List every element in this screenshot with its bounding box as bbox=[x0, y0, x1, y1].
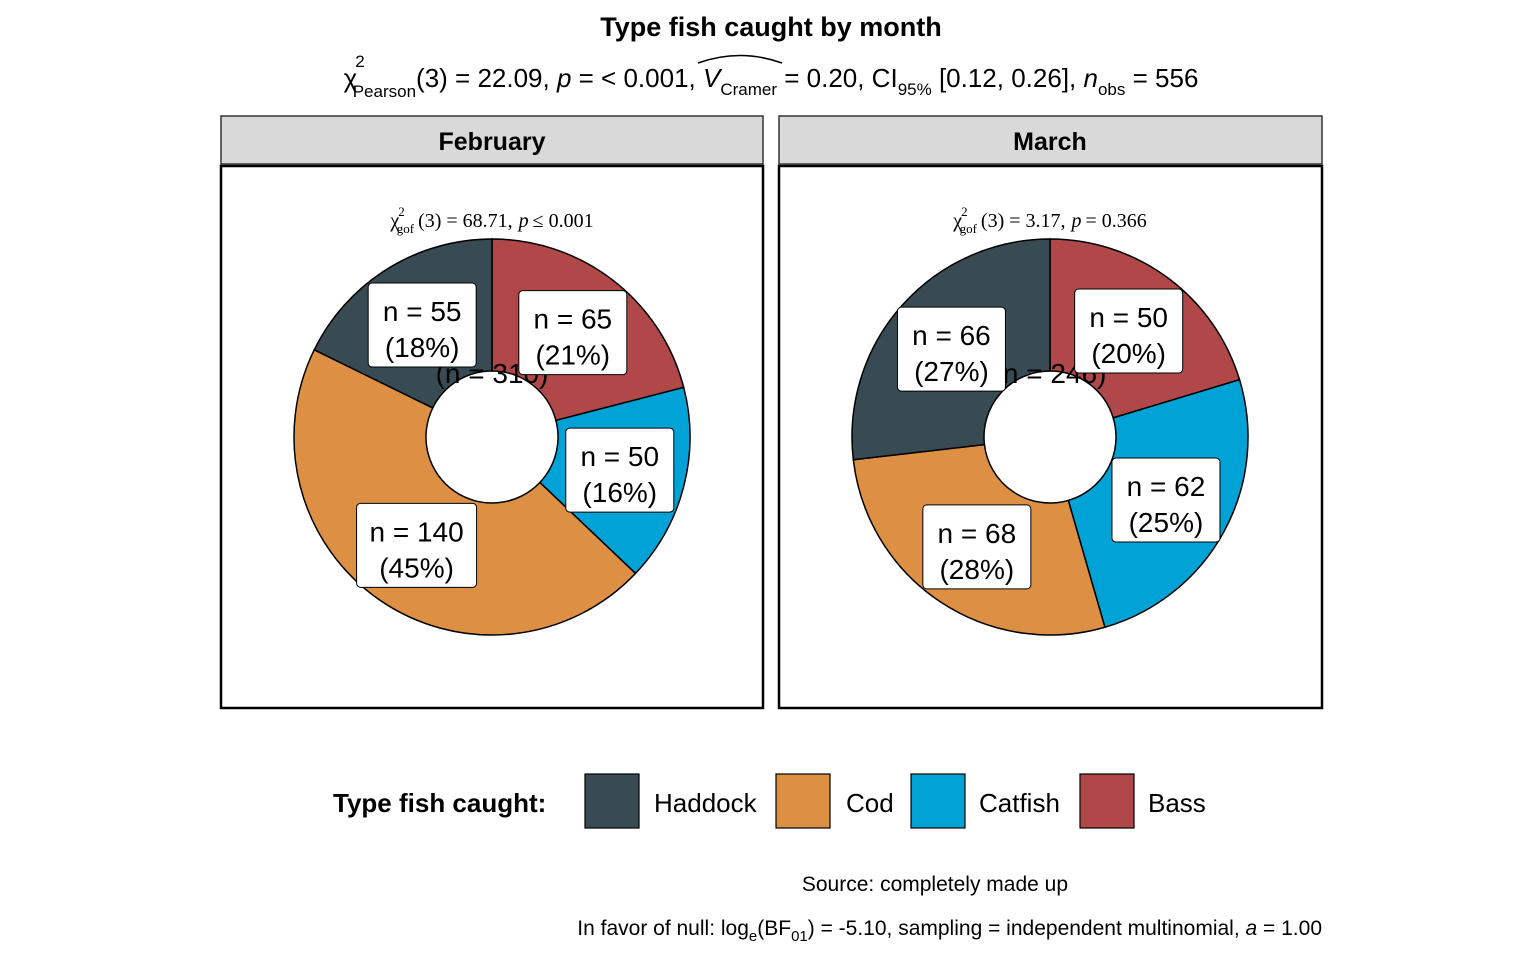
slice-labels-february: n = 65 (21%) n = 50 (16%) n = 140 (45%) n = 55… bbox=[356, 282, 675, 588]
slice-count-label-bass: n = 65 bbox=[533, 304, 612, 335]
slice-label-box-catfish bbox=[565, 427, 675, 513]
slice-label-box-cod bbox=[922, 504, 1032, 590]
legend-key-catfish bbox=[910, 773, 966, 829]
slice-labels-march: n = 50 (20%) n = 62 (25%) n = 68 (28%) n = 66 (… bbox=[896, 288, 1221, 590]
chart-subtitle-stats: χ2 Pearson(3) = 22.09, p = < 0.001, VCram… bbox=[344, 52, 1199, 101]
panel-march: March χ2 gof (3) = 3.17, p = 0.366 (n = 246)… bbox=[777, 115, 1324, 710]
slice-label-box-cod bbox=[356, 502, 478, 588]
slice-percent-label-haddock: (18%) bbox=[385, 332, 460, 363]
slice-count-label-catfish: n = 50 bbox=[580, 441, 659, 472]
legend-label-catfish: Catfish bbox=[979, 788, 1060, 818]
gof-stat-february: χ2 gof (3) = 68.71, p ≤ 0.001 bbox=[389, 204, 593, 236]
slice-label-box-bass bbox=[518, 290, 628, 376]
slice-label-box-bass bbox=[1074, 288, 1184, 374]
legend-title: Type fish caught: bbox=[333, 788, 546, 818]
slice-percent-label-cod: (45%) bbox=[379, 552, 454, 583]
strip-label-march: March bbox=[1013, 128, 1087, 156]
legend-label-haddock: Haddock bbox=[654, 788, 758, 818]
slice-label-box-haddock bbox=[896, 306, 1006, 392]
slice-percent-label-bass: (21%) bbox=[535, 340, 610, 371]
legend-key-haddock bbox=[584, 773, 640, 829]
panel-february: February χ2 gof (3) = 68.71, p ≤ 0.001 (n = … bbox=[219, 115, 765, 710]
legend-label-bass: Bass bbox=[1148, 788, 1206, 818]
gof-stat-march: χ2 gof (3) = 3.17, p = 0.366 bbox=[952, 204, 1147, 236]
chart-title: Type fish caught by month bbox=[600, 12, 942, 42]
slice-percent-label-haddock: (27%) bbox=[914, 356, 989, 387]
legend-key-bass bbox=[1079, 773, 1135, 829]
slice-count-label-cod: n = 68 bbox=[938, 518, 1017, 549]
slice-label-box-catfish bbox=[1111, 457, 1221, 543]
slice-count-label-haddock: n = 55 bbox=[383, 296, 462, 327]
slice-label-box-haddock bbox=[367, 282, 477, 368]
slice-count-label-catfish: n = 62 bbox=[1127, 471, 1206, 502]
slice-count-label-haddock: n = 66 bbox=[912, 320, 991, 351]
caption-source: Source: completely made up bbox=[802, 873, 1068, 896]
legend-key-cod bbox=[775, 773, 831, 829]
cramer-v-hat bbox=[697, 54, 783, 64]
slice-percent-label-catfish: (16%) bbox=[582, 477, 657, 508]
caption-bayes-factor: In favor of null: loge(BF01) = -5.10, sa… bbox=[577, 917, 1322, 945]
strip-february bbox=[220, 115, 764, 165]
slice-percent-label-bass: (20%) bbox=[1091, 338, 1166, 369]
slice-count-label-cod: n = 140 bbox=[369, 516, 463, 547]
legend: Type fish caught: Haddock Cod Catfish Ba… bbox=[333, 773, 1206, 829]
strip-march bbox=[778, 115, 1323, 165]
legend-label-cod: Cod bbox=[846, 788, 894, 818]
strip-label-february: February bbox=[439, 128, 546, 156]
slice-percent-label-catfish: (25%) bbox=[1129, 507, 1204, 538]
slice-percent-label-cod: (28%) bbox=[939, 554, 1014, 585]
slice-count-label-bass: n = 50 bbox=[1089, 302, 1168, 333]
